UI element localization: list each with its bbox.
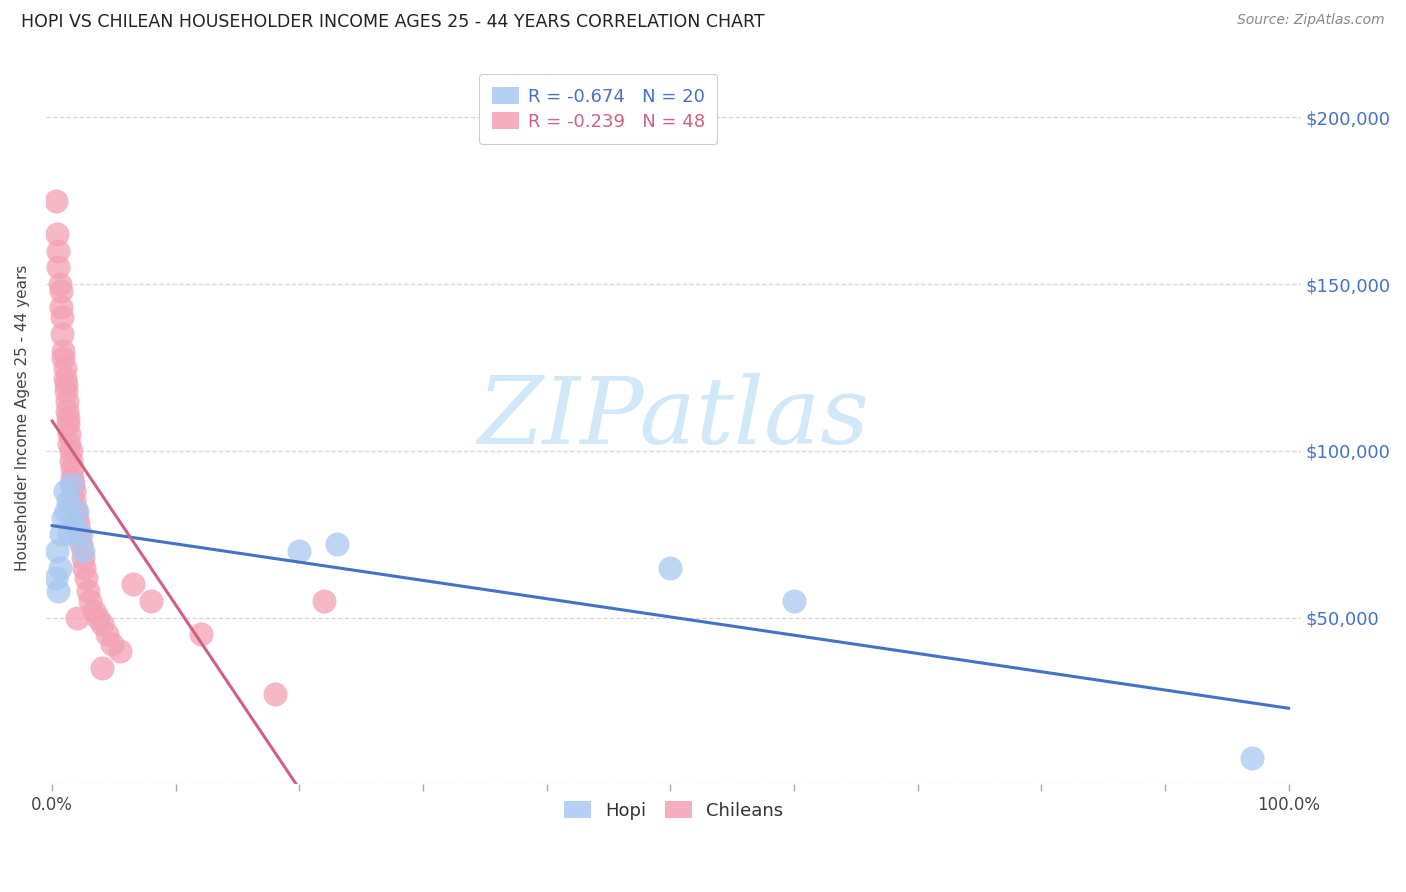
Point [59,444,82,458]
Point [48,560,70,574]
Point [58,527,80,541]
Point [56,393,79,408]
Point [314,594,336,608]
Point [79,594,101,608]
Point [190,627,212,641]
Point [69,537,91,551]
Point [51,327,73,342]
Point [66,510,89,524]
Point [58,417,80,432]
Point [63,483,86,498]
Point [52,343,75,358]
Point [58,494,80,508]
Point [139,594,162,608]
Point [63,517,86,532]
Y-axis label: Householder Income Ages 25 - 44 years: Householder Income Ages 25 - 44 years [15,264,30,571]
Point [108,644,131,658]
Point [66,504,89,518]
Point [46,260,69,275]
Point [55,377,77,392]
Point [65,504,87,518]
Point [121,577,143,591]
Point [67,527,90,541]
Point [52,351,75,365]
Point [49,284,72,298]
Point [56,404,79,418]
Point [45,571,67,585]
Point [60,470,83,484]
Point [96,627,118,641]
Point [53,370,76,384]
Point [90,617,112,632]
Point [288,544,311,558]
Point [55,384,77,398]
Point [67,517,90,532]
Point [90,661,112,675]
Point [83,604,105,618]
Point [1240,750,1263,764]
Point [263,687,285,701]
Point [49,301,72,315]
Point [58,410,80,425]
Point [87,610,110,624]
Point [60,460,83,475]
Point [49,527,72,541]
Point [51,310,73,325]
Text: HOPI VS CHILEAN HOUSEHOLDER INCOME AGES 25 - 44 YEARS CORRELATION CHART: HOPI VS CHILEAN HOUSEHOLDER INCOME AGES … [21,13,765,31]
Point [325,537,347,551]
Text: ZIPatlas: ZIPatlas [478,373,869,463]
Point [659,560,682,574]
Point [59,454,82,468]
Point [46,584,69,599]
Point [72,544,94,558]
Point [46,227,69,241]
Point [59,477,82,491]
Point [46,544,69,558]
Text: Source: ZipAtlas.com: Source: ZipAtlas.com [1237,13,1385,28]
Point [66,610,89,624]
Point [46,244,69,258]
Point [783,594,806,608]
Point [77,584,100,599]
Point [48,277,70,292]
Point [73,560,96,574]
Point [72,550,94,565]
Point [53,483,76,498]
Point [69,527,91,541]
Point [75,571,97,585]
Point [45,194,67,208]
Point [52,510,75,524]
Legend: Hopi, Chileans: Hopi, Chileans [557,794,790,827]
Point [58,427,80,442]
Point [55,504,77,518]
Point [53,360,76,375]
Point [58,437,80,451]
Point [63,494,86,508]
Point [100,637,122,651]
Point [62,477,84,491]
